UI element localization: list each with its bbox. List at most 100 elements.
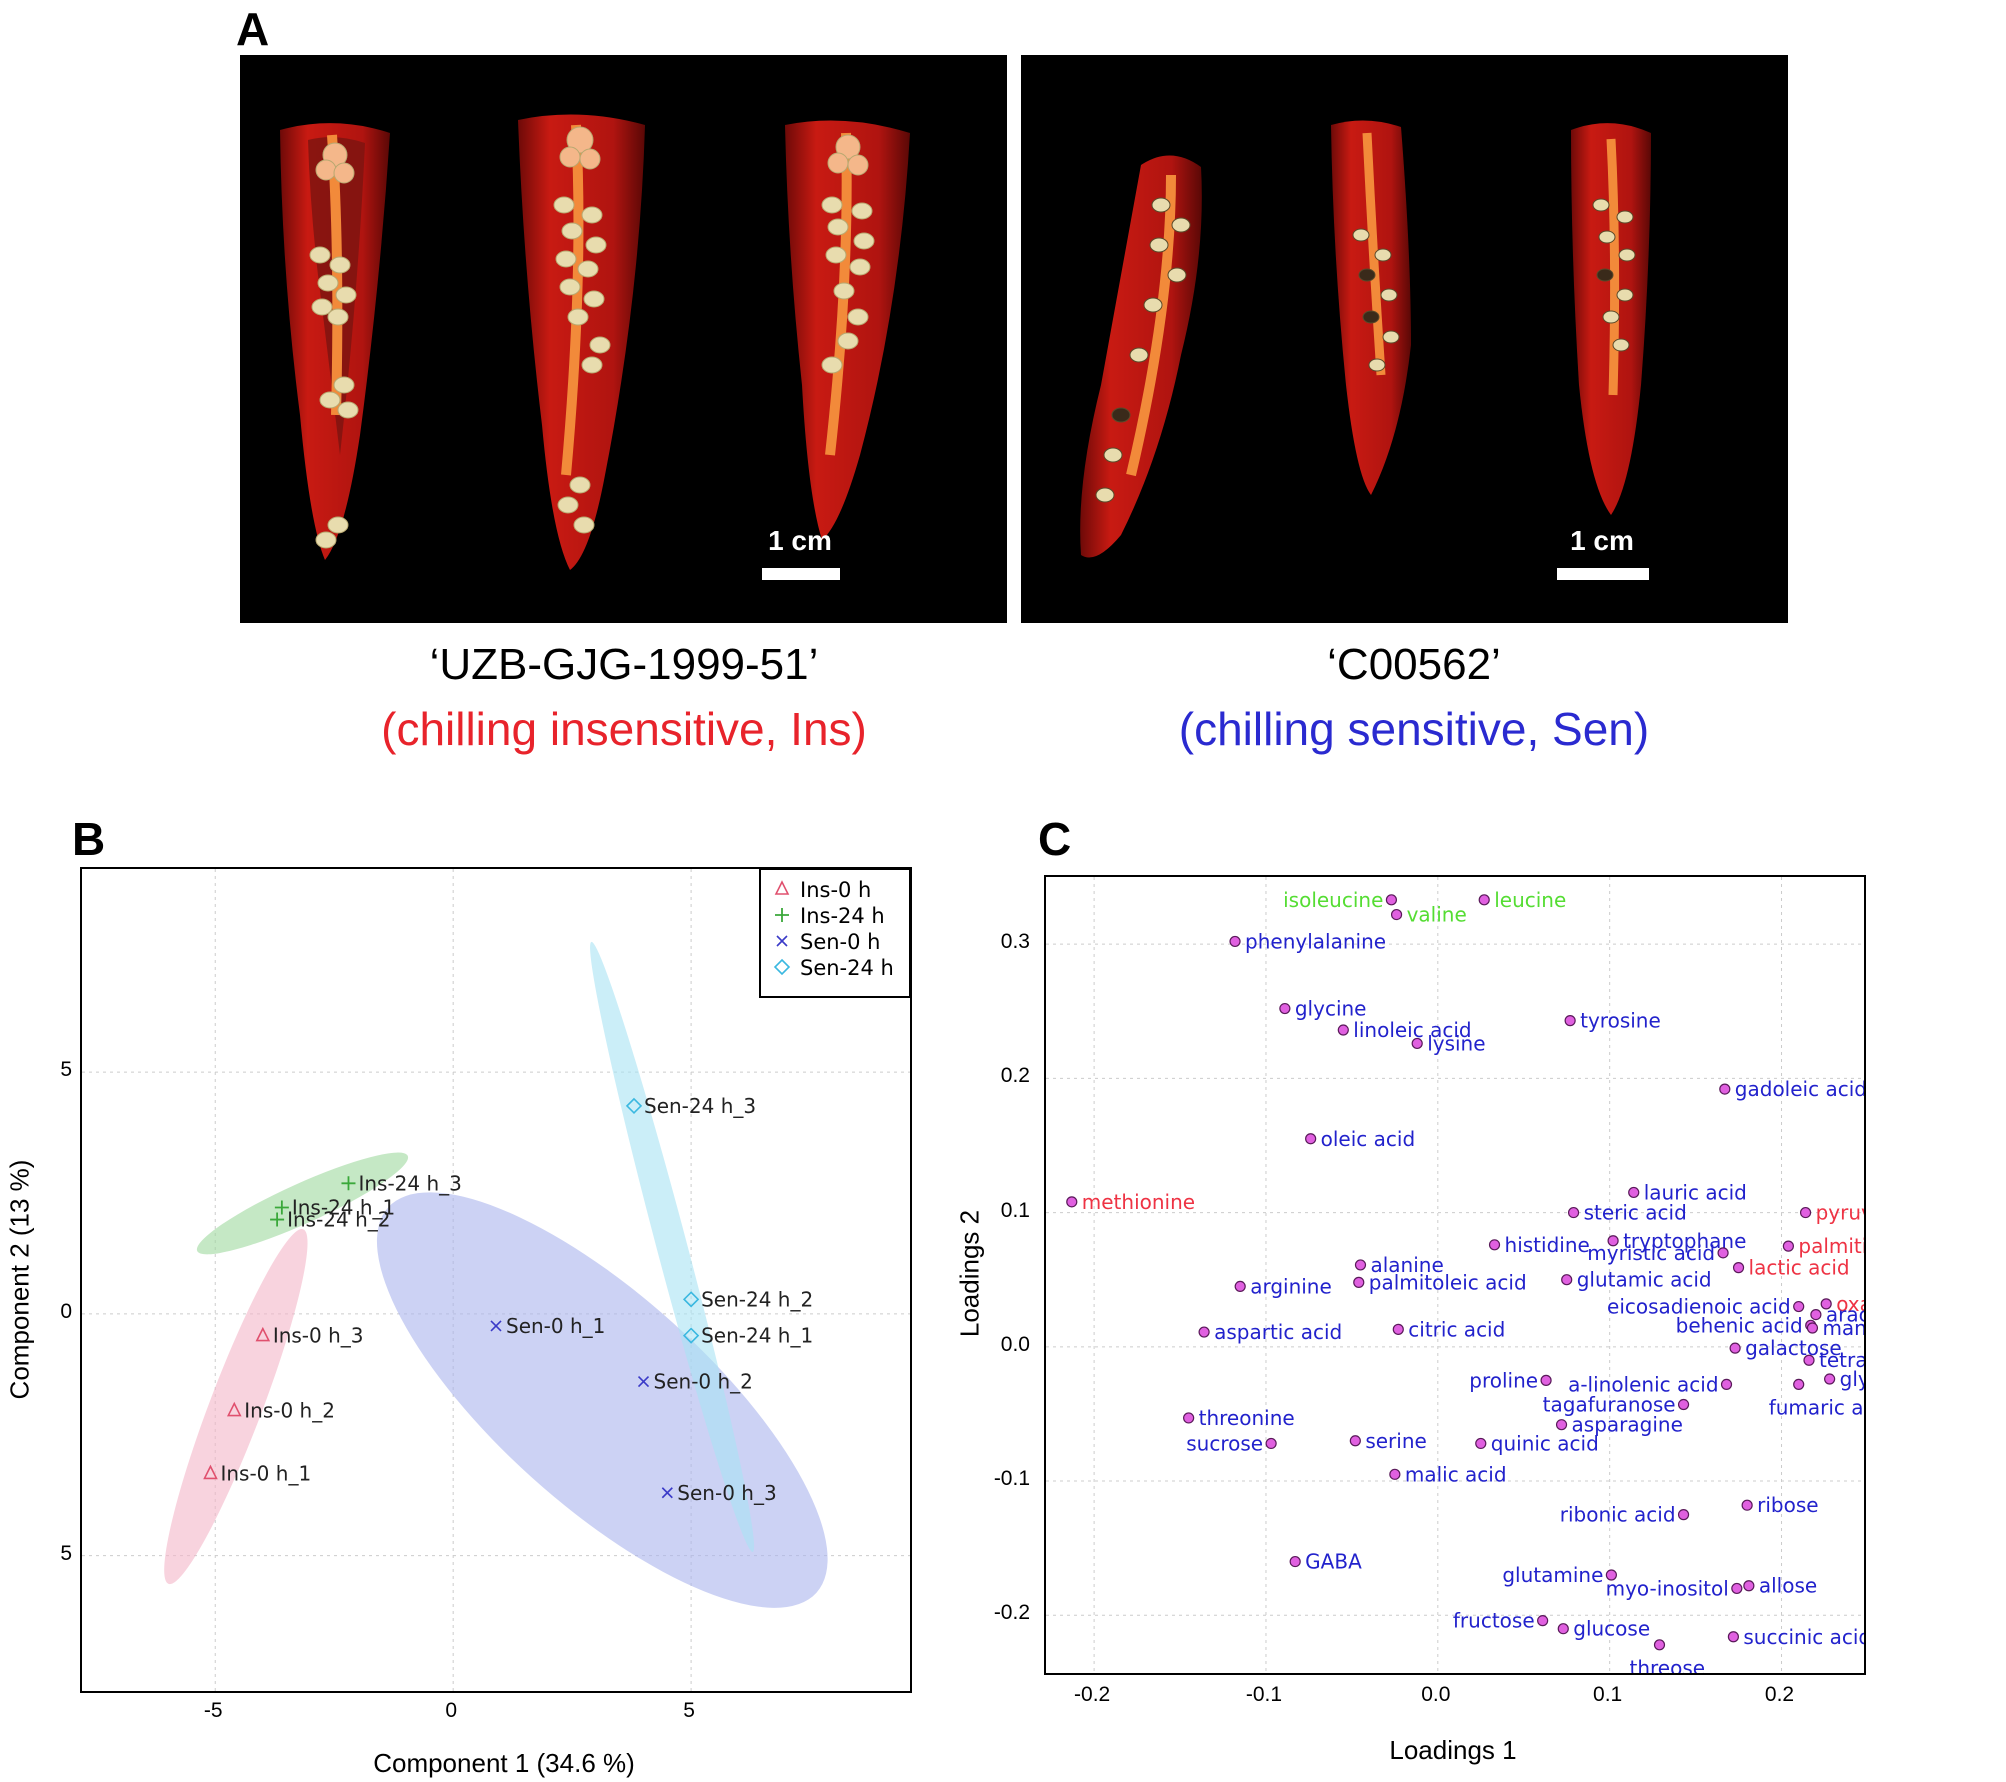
- loading-point-a-linolenic-acid: [1720, 1378, 1733, 1390]
- photo-sensitive-peppers: 1 cm: [1021, 55, 1788, 623]
- loading-point-fructose: [1537, 1615, 1549, 1627]
- loading-label-quinic-acid: quinic acid: [1491, 1431, 1599, 1455]
- ellipse-sen-0-h: [376, 1192, 828, 1608]
- loading-label-threonine: threonine: [1199, 1406, 1295, 1430]
- loading-point-proline: [1540, 1374, 1552, 1386]
- point-ins-0-h-1: [203, 1464, 218, 1480]
- legend-label-sen-0-h: Sen-0 h: [800, 930, 880, 954]
- loading-label-leucine: leucine: [1494, 888, 1566, 912]
- scale-bar-label-left: 1 cm: [768, 525, 832, 556]
- loading-point-histidine: [1488, 1239, 1501, 1251]
- loadings-y-tick-label: 0.2: [1000, 1064, 1030, 1088]
- loading-point-steric-acid: [1567, 1206, 1580, 1219]
- panel-a-letter: A: [236, 3, 270, 55]
- loading-point-gadoleic-acid: [1719, 1083, 1731, 1095]
- point-sen-24-h-1: [682, 1327, 700, 1344]
- point-label-sen-24-h-3: Sen-24 h_3: [644, 1094, 756, 1118]
- loadings-x-tick-label: -0.2: [1074, 1683, 1111, 1706]
- ellipse-sen-24-h: [590, 941, 755, 1553]
- panel-b-letter: B: [72, 813, 106, 865]
- loading-label-gadoleic-acid: gadoleic acid: [1735, 1077, 1864, 1101]
- loading-label-linoleic-acid: linoleic acid: [1353, 1018, 1471, 1042]
- legend-label-sen-24-h: Sen-24 h: [800, 956, 894, 980]
- pca-y-tick-label: 0: [60, 1299, 72, 1323]
- pca-x-tick-label: -5: [203, 1699, 223, 1722]
- loadings-y-tick-label: 0.0: [1000, 1332, 1030, 1356]
- pca-x-tick-label: 0: [445, 1699, 458, 1722]
- point-ins-0-h-2: [226, 1401, 242, 1417]
- legend-label-ins-24-h: Ins-24 h: [800, 904, 885, 928]
- point-label-ins-0-h-3: Ins-0 h_3: [273, 1324, 364, 1348]
- loading-label-ribonic-acid: ribonic acid: [1560, 1503, 1676, 1527]
- loading-label-myristic-acid: myristic acid: [1587, 1241, 1715, 1265]
- loading-label-proline: proline: [1469, 1368, 1538, 1392]
- loading-point-arachidic-acid: [1810, 1308, 1822, 1321]
- loading-label-a-linolenic-acid: a-linolenic acid: [1568, 1372, 1718, 1396]
- loading-label-glycerol: glycerol: [1840, 1367, 1864, 1391]
- phenotype-insensitive: (chilling insensitive, Ins): [381, 703, 867, 755]
- loading-point-aspartic-acid: [1198, 1326, 1210, 1338]
- loading-point-galactose: [1729, 1342, 1741, 1354]
- pepper-4: [1080, 155, 1202, 558]
- loading-point-tetracosanoic-acid: [1803, 1354, 1815, 1366]
- loading-label-tyrosine: tyrosine: [1580, 1009, 1661, 1033]
- loading-point-oleic-acid: [1305, 1133, 1317, 1145]
- loading-point-fumaric-acid: [1793, 1378, 1805, 1390]
- point-label-sen-24-h-2: Sen-24 h_2: [701, 1287, 813, 1311]
- loading-point-asparagine: [1555, 1419, 1568, 1431]
- loading-point-lauric-acid: [1628, 1186, 1640, 1199]
- loading-point-valine: [1390, 908, 1403, 921]
- loading-point-glycine: [1279, 1002, 1291, 1015]
- loading-point-gaba: [1289, 1555, 1301, 1568]
- loading-point-lactic-acid: [1732, 1262, 1745, 1274]
- loading-label-methionine: methionine: [1082, 1190, 1195, 1214]
- loading-point-phenylalanine: [1229, 935, 1241, 948]
- photo-insensitive-peppers: 1 cm: [240, 55, 1007, 623]
- pca-x-axis-title: Component 1 (34.6 %): [373, 1748, 635, 1778]
- loading-label-lysine: lysine: [1427, 1031, 1485, 1055]
- pepper-2: [518, 114, 645, 570]
- loading-point-sucrose: [1265, 1437, 1277, 1450]
- loadings-y-tick-label: 0.1: [1000, 1198, 1030, 1222]
- pca-score-plot: Ins-0 h_1 Ins-0 h_2 Ins-0 h_3 Ins-24 h_1 Ins…: [80, 867, 912, 1693]
- loading-point-ribose: [1741, 1499, 1753, 1511]
- loading-label-glutamic-acid: glutamic acid: [1577, 1268, 1712, 1292]
- pepper-illustration-left: [280, 114, 910, 570]
- loading-point-tyrosine: [1564, 1015, 1576, 1027]
- loadings-y-tick-label: -0.2: [993, 1601, 1030, 1625]
- scale-bar-left: [762, 568, 840, 580]
- cultivar-name-insensitive: ‘UZB-GJG-1999-51’: [429, 640, 819, 689]
- loading-point-glutamine: [1605, 1569, 1617, 1581]
- point-ins-24-h-1: [274, 1200, 289, 1215]
- loadings-x-axis-title: Loadings 1: [1389, 1735, 1517, 1765]
- loading-label-glucose: glucose: [1573, 1617, 1650, 1641]
- loadings-x-tick-label: 0.0: [1421, 1683, 1451, 1706]
- loadings-y-axis-title: Loadings 2: [954, 1209, 985, 1338]
- loadings-plot: isoleucine valine leucine phenylalanine glyc…: [1044, 875, 1866, 1675]
- loading-label-pyruvic-acid: pyruvic acid: [1816, 1201, 1864, 1225]
- point-label-ins-24-h-3: Ins-24 h_3: [358, 1171, 461, 1195]
- loading-point-isoleucine: [1385, 894, 1398, 906]
- loading-point-citric-acid: [1392, 1323, 1404, 1335]
- loading-point-pyruvic-acid: [1799, 1206, 1812, 1219]
- legend-label-ins-0-h: Ins-0 h: [800, 878, 871, 902]
- loading-label-phenylalanine: phenylalanine: [1245, 929, 1386, 953]
- loading-label-palmitic-acid: palmitic acid: [1798, 1234, 1864, 1258]
- loading-point-mannopyranoside: [1806, 1322, 1819, 1334]
- loading-label-fructose: fructose: [1453, 1609, 1535, 1633]
- loading-point-oxalic-acid: [1820, 1298, 1832, 1310]
- loading-point-lysine: [1411, 1037, 1423, 1050]
- loading-point-ribonic-acid: [1677, 1509, 1690, 1521]
- point-sen-0-h-3: [661, 1487, 673, 1499]
- loading-label-arachidic-acid: arachidic acid: [1826, 1303, 1864, 1327]
- loadings-plot-canvas: isoleucine valine leucine phenylalanine glyc…: [1046, 877, 1864, 1673]
- loading-point-tryptophane: [1607, 1235, 1619, 1247]
- legend-marker-sen-0-h: [776, 935, 788, 947]
- loading-label-palmitoleic-acid: palmitoleic acid: [1369, 1270, 1527, 1294]
- loading-point-eicosadienoic-acid: [1793, 1300, 1805, 1313]
- loading-label-threose: threose: [1630, 1656, 1706, 1673]
- point-sen-0-h-2: [637, 1375, 650, 1388]
- loading-label-aspartic-acid: aspartic acid: [1214, 1320, 1342, 1344]
- legend-marker-sen-24-h: [773, 958, 791, 976]
- loading-label-myo-inositol: myo-inositol: [1606, 1576, 1729, 1600]
